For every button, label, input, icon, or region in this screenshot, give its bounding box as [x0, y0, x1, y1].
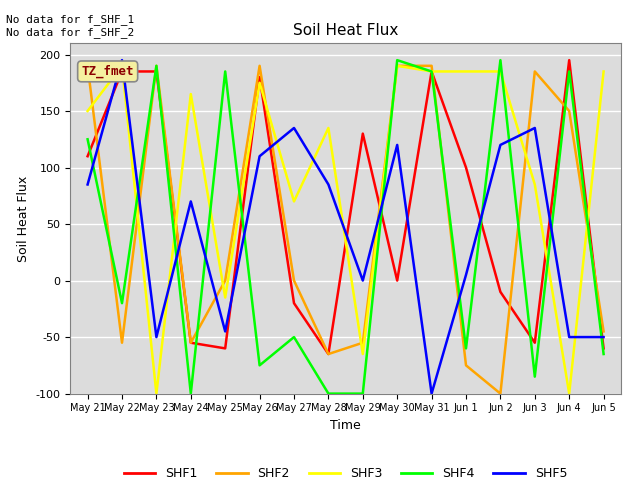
Text: TZ_fmet: TZ_fmet	[81, 65, 134, 78]
X-axis label: Time: Time	[330, 419, 361, 432]
Title: Soil Heat Flux: Soil Heat Flux	[293, 23, 398, 38]
Legend: SHF1, SHF2, SHF3, SHF4, SHF5: SHF1, SHF2, SHF3, SHF4, SHF5	[119, 462, 572, 480]
Text: No data for f_SHF_1
No data for f_SHF_2: No data for f_SHF_1 No data for f_SHF_2	[6, 14, 134, 38]
Y-axis label: Soil Heat Flux: Soil Heat Flux	[17, 175, 30, 262]
